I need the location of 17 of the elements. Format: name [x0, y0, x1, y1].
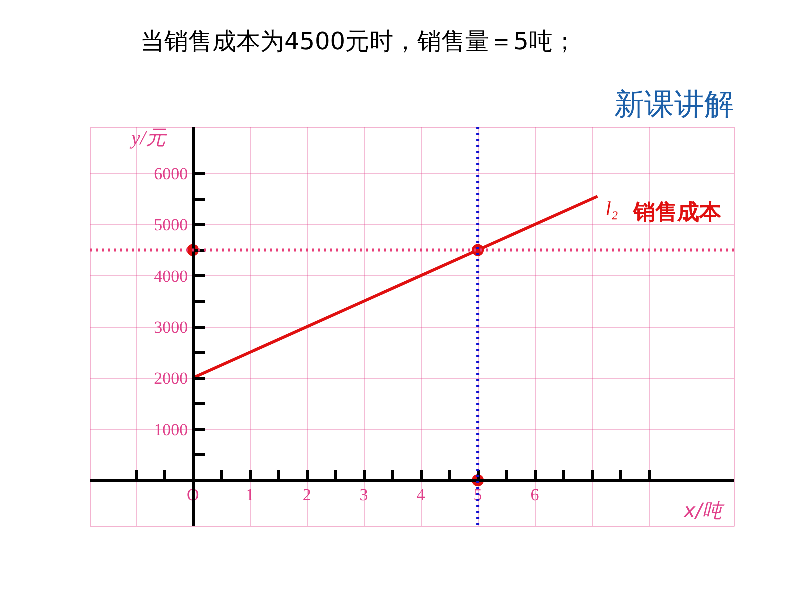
- x-tick-label: 2: [302, 485, 312, 504]
- chart-title: 当销售成本为4500元时，销售量＝5吨；: [140, 28, 577, 56]
- y-tick-label: 4000: [154, 266, 188, 286]
- chart-subtitle: 新课讲解: [614, 88, 734, 122]
- annotation: 销售成本: [632, 200, 723, 226]
- y-tick-label: 2000: [154, 369, 188, 388]
- y-tick-label: 1000: [154, 420, 188, 440]
- x-tick-label: 3: [360, 485, 368, 504]
- series-label: l₂: [606, 198, 618, 221]
- y-tick-label: 5000: [154, 216, 188, 235]
- x-axis-title: x/吨: [682, 498, 726, 522]
- x-tick-label: 4: [416, 485, 426, 504]
- y-axis-title: y/元: [130, 128, 168, 150]
- x-tick-label: 1: [246, 485, 254, 504]
- x-tick-label: 6: [530, 485, 540, 504]
- y-tick-label: 6000: [154, 164, 188, 184]
- y-tick-label: 3000: [154, 318, 188, 337]
